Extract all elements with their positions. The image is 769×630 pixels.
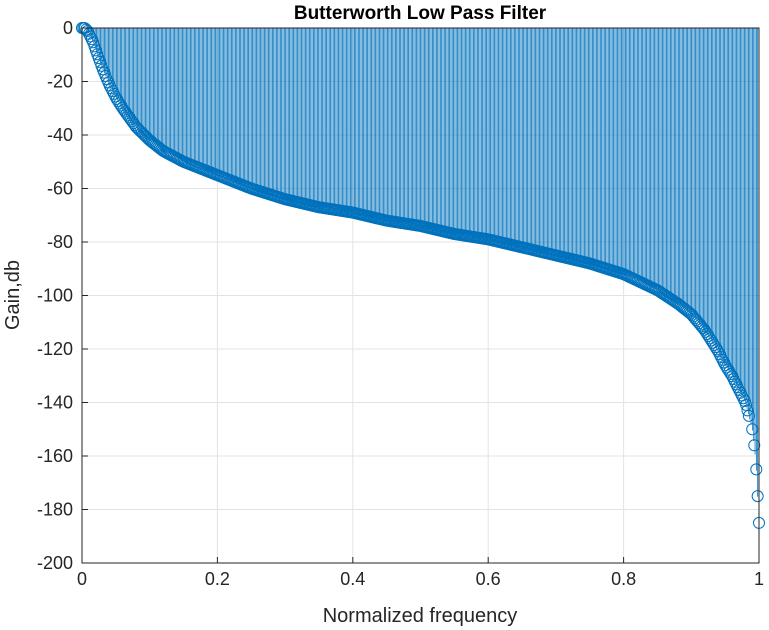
y-tick-label: 0 [63,18,73,38]
stem-marker [740,398,753,411]
stem-marker [746,423,759,436]
stem-marker [734,386,747,399]
x-tick-label: 0.2 [205,569,230,589]
chart-title: Butterworth Low Pass Filter [294,3,547,24]
stem-marker [103,79,116,92]
stem-marker [742,409,755,422]
stem-marker [105,82,118,95]
y-tick-label: -140 [37,393,73,413]
stem-marker [728,375,741,388]
data-series-markers [76,22,765,529]
stem-marker [712,345,725,358]
stem-marker [733,383,746,396]
stem-marker [741,404,754,417]
stem-marker [731,381,744,394]
data-series-stems [85,28,760,523]
x-tick-label: 0.4 [340,569,365,589]
stem-marker [727,372,740,385]
stem-marker [748,439,761,452]
stem-marker [726,370,739,383]
stem-marker [730,378,743,391]
x-tick-label: 0 [77,569,87,589]
y-tick-label: -200 [37,553,73,573]
x-tick-label: 0.6 [476,569,501,589]
stem-marker [696,322,709,335]
x-tick-label: 0.8 [611,569,636,589]
stem-marker [737,392,750,405]
stem-marker [84,30,97,43]
stem-marker [751,490,764,503]
x-axis-ticks: 0 0.2 0.4 0.6 0.8 1 [77,557,764,589]
x-axis-label: Normalized frequency [323,605,518,627]
y-tick-label: -40 [47,125,73,145]
y-axis-ticks: 0 -20 -40 -60 -80 -100 -120 -140 -160 -180 -200 [37,18,88,573]
stem-marker [106,85,119,98]
x-tick-label: 1 [754,569,764,589]
y-tick-label: -180 [37,500,73,520]
y-tick-label: -100 [37,286,73,306]
y-tick-label: -60 [47,179,73,199]
stem-marker [713,348,726,361]
y-tick-label: -160 [37,446,73,466]
y-axis-label: Gain,db [2,260,24,330]
y-tick-label: -120 [37,339,73,359]
stem-marker [750,463,763,476]
y-tick-label: -80 [47,232,73,252]
y-tick-label: -20 [47,72,73,92]
stem-marker [114,99,127,112]
stem-marker [716,353,729,366]
stem-marker [715,350,728,363]
